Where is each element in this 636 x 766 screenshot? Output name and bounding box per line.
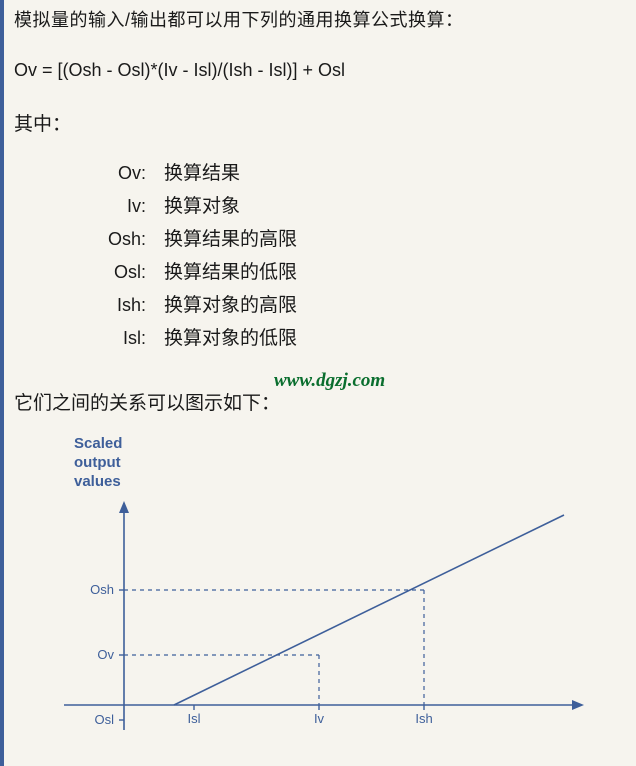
definition-term: Osh:	[94, 229, 164, 250]
svg-text:Ish: Ish	[415, 711, 432, 726]
definition-term: Osl:	[94, 262, 164, 283]
definition-desc: 换算对象的高限	[164, 290, 297, 317]
definition-desc: 换算结果的高限	[164, 224, 297, 251]
definition-row: Ov: 换算结果	[94, 158, 626, 185]
definition-term: Ish:	[94, 295, 164, 316]
definition-row: Iv: 换算对象	[94, 191, 626, 218]
scaling-chart: Osh Ov Osl Isl Iv Ish	[64, 495, 584, 735]
chart-region: Scaled output values Osh Ov Osl Isl Iv Ish	[64, 435, 626, 735]
definition-term: Iv:	[94, 196, 164, 217]
where-label: 其中：	[14, 109, 626, 136]
definition-term: Isl:	[94, 328, 164, 349]
definition-row: Osh: 换算结果的高限	[94, 224, 626, 251]
formula-text: Ov = [(Osh - Osl)*(Iv - Isl)/(Ish - Isl)…	[14, 60, 626, 81]
svg-text:Iv: Iv	[314, 711, 325, 726]
definition-row: Ish: 换算对象的高限	[94, 290, 626, 317]
definition-term: Ov:	[94, 163, 164, 184]
watermark-text: www.dgzj.com	[274, 370, 385, 392]
intro-text: 模拟量的输入/输出都可以用下列的通用换算公式换算：	[14, 6, 626, 32]
definition-desc: 换算对象	[164, 191, 240, 218]
relation-label: 它们之间的关系可以图示如下：	[14, 388, 626, 415]
definition-row: Osl: 换算结果的低限	[94, 257, 626, 284]
svg-text:Osh: Osh	[90, 582, 114, 597]
chart-y-axis-title: Scaled output values	[74, 435, 626, 491]
definition-desc: 换算对象的低限	[164, 323, 297, 350]
svg-text:Osl: Osl	[95, 712, 115, 727]
definitions-block: Ov: 换算结果 Iv: 换算对象 Osh: 换算结果的高限 Osl: 换算结果…	[94, 158, 626, 350]
definition-desc: 换算结果的低限	[164, 257, 297, 284]
svg-text:Ov: Ov	[97, 647, 114, 662]
definition-desc: 换算结果	[164, 158, 240, 185]
definition-row: Isl: 换算对象的低限	[94, 323, 626, 350]
svg-text:Isl: Isl	[188, 711, 201, 726]
